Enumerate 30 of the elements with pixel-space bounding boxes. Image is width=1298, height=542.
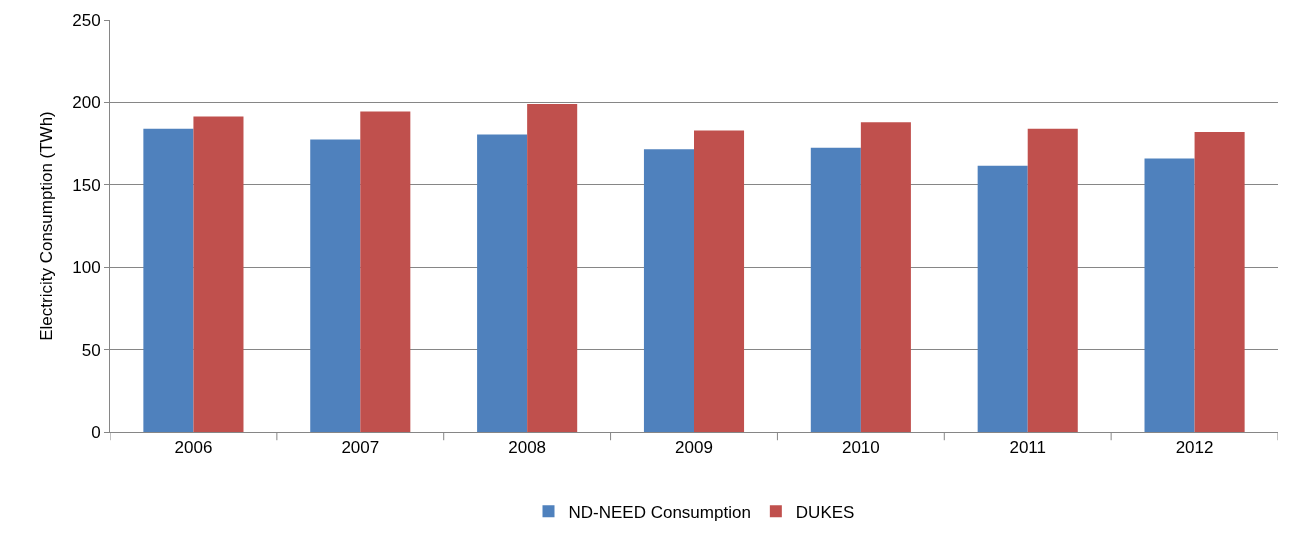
x-tick-label: 2006 bbox=[174, 438, 213, 458]
bar bbox=[527, 104, 578, 432]
x-tick-label: 2012 bbox=[1175, 438, 1214, 458]
y-tick-label: 250 bbox=[72, 10, 101, 30]
bar bbox=[977, 165, 1028, 432]
y-tick-label: 0 bbox=[91, 422, 101, 442]
legend-label: ND-NEED Consumption bbox=[568, 502, 751, 522]
y-tick-label: 200 bbox=[72, 93, 101, 113]
bar bbox=[694, 130, 745, 432]
x-tick-label: 2007 bbox=[341, 438, 380, 458]
bar bbox=[310, 139, 361, 432]
y-tick-label: 100 bbox=[72, 258, 101, 278]
x-tick-label: 2011 bbox=[1009, 438, 1046, 458]
x-tick-label: 2010 bbox=[841, 438, 880, 458]
y-tick-label: 50 bbox=[81, 340, 101, 360]
bar bbox=[360, 111, 411, 432]
bar bbox=[643, 149, 694, 432]
bar bbox=[1027, 128, 1078, 432]
bar bbox=[193, 116, 244, 432]
legend-label: DUKES bbox=[795, 502, 855, 522]
x-tick-label: 2008 bbox=[508, 438, 547, 458]
y-tick-label: 150 bbox=[72, 175, 101, 195]
y-axis-title: Electricity Consumption (TWh) bbox=[36, 111, 56, 341]
x-tick-label: 2009 bbox=[675, 438, 713, 458]
bar bbox=[810, 147, 861, 432]
bar bbox=[1144, 158, 1195, 432]
bar bbox=[143, 128, 194, 432]
bar bbox=[477, 134, 528, 432]
bar bbox=[860, 122, 911, 432]
bar bbox=[1194, 132, 1245, 432]
